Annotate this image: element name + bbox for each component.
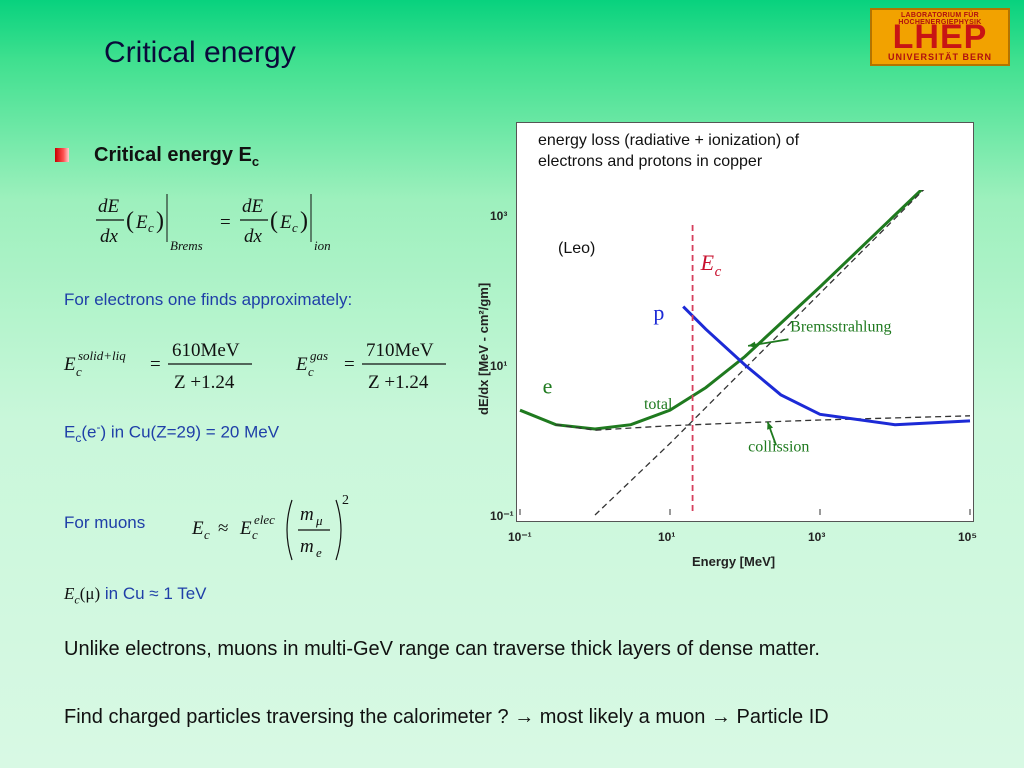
chart-frame [516, 122, 974, 522]
eq1-brems-sub: Brems [170, 238, 203, 253]
eq2-c-right: c [308, 364, 314, 379]
heading-sub: c [251, 154, 260, 169]
eq1-de-left: dE [98, 196, 120, 217]
ec-muon-cu-line: Ec(μ) in Cu ≈ 1 TeV [64, 584, 207, 607]
eq1-de-right: dE [242, 196, 264, 217]
label-proton: p [653, 300, 664, 325]
ecmu-c: c [74, 592, 80, 607]
eq1-c-right: c [292, 220, 298, 235]
eq2-den-left: Z +1.24 [174, 372, 235, 393]
eq1-ion-sub: ion [314, 238, 331, 253]
approx-text: For electrons one finds approximately: [64, 290, 353, 309]
paragraph-muons-traverse: Unlike electrons, muons in multi-GeV ran… [64, 638, 820, 660]
bullet-square-icon [55, 148, 69, 162]
eq3-den-e: e [316, 545, 322, 560]
eq3-num-m: m [300, 504, 314, 525]
ecmu-e: E [64, 584, 75, 603]
label-total: total [644, 396, 673, 413]
muons-label: For muons [64, 513, 146, 532]
eq3-e-right: E [239, 518, 252, 539]
chart-curves [519, 190, 971, 516]
eq2-sup-right: gas [310, 348, 328, 363]
logo-lab-text: LABORATORIUM FÜR HOCHENERGIEPHYSIK [898, 12, 982, 26]
energy-loss-chart: dE/dx [MeV - cm²/gm] Energy [MeV] 10⁻¹ 10… [476, 190, 977, 569]
eq3-num-mu: μ [315, 513, 323, 528]
eq2-num-right: 710MeV [366, 340, 434, 361]
arrow-bremsstrahlung-head [748, 341, 756, 348]
eq1-e-right: E [279, 212, 292, 233]
ecmu-rest: in Cu ≈ 1 TeV [100, 584, 207, 603]
series-line-collission [555, 415, 971, 431]
series-line-bremsstrahlung [594, 190, 925, 516]
svg-text:): ) [156, 208, 164, 234]
cu-c: c [75, 431, 82, 446]
lhep-logo: LABORATORIUM FÜR HOCHENERGIEPHYSIK LHEP … [870, 8, 1010, 66]
paragraph-particle-id: Find charged particles traversing the ca… [64, 706, 829, 728]
eq2-sup-left: solid+liq [78, 348, 126, 363]
series-line-p [682, 305, 971, 427]
page-title: Critical energy [104, 36, 296, 69]
label-collission: collission [748, 439, 809, 456]
equation-critical-energy-definition: dE dx ( E c ) Brems = dE dx ( E c ) ion [96, 194, 331, 253]
cu-rest: ) in Cu(Z=29) = 20 MeV [100, 422, 280, 442]
chart-source-annotation: (Leo) [558, 240, 596, 257]
cu-charge: (e [81, 422, 97, 442]
y-axis-label: dE/dx [MeV - cm²/gm] [476, 283, 491, 415]
label-electron: e [543, 373, 553, 398]
chart-title: energy loss (radiative + ionization) of … [538, 132, 800, 170]
eq2-den-right: Z +1.24 [368, 372, 429, 393]
heading-text: Critical energy E [94, 144, 252, 166]
logo-uni-text: UNIVERSITÄT BERN [887, 52, 992, 62]
eq1-equals: = [220, 212, 231, 233]
eq1-c-left: c [148, 220, 154, 235]
svg-text:(: ( [126, 208, 134, 234]
y-tick-label: 10³ [490, 209, 507, 223]
equation-muon-critical-energy: E c ≈ E c elec m μ m e 2 [191, 493, 349, 561]
eq3-c-right: c [252, 527, 258, 542]
eq1-e-left: E [135, 212, 148, 233]
eq1-dx-right: dx [244, 226, 263, 247]
cu-minus: - [96, 420, 101, 434]
eq3-c-left: c [204, 527, 210, 542]
eq2-e-right: E [295, 354, 308, 375]
eq2-e-left: E [63, 354, 76, 375]
eq2-equals-right: = [344, 354, 355, 375]
label-bremsstrahlung: Bremsstrahlung [790, 318, 891, 335]
eq3-approx: ≈ [218, 518, 228, 539]
x-tick-label: 10⁻¹ [508, 530, 532, 544]
eq3-elec: elec [254, 512, 275, 527]
eq2-c-left: c [76, 364, 82, 379]
y-tick-label: 10⁻¹ [490, 509, 514, 523]
y-tick-label: 10¹ [490, 359, 507, 373]
eq3-power: 2 [342, 493, 349, 508]
equation-critical-energy-approx: E c solid+liq = 610MeV Z +1.24 E c gas =… [63, 340, 446, 393]
series-line-total [519, 190, 924, 431]
eq3-den-m: m [300, 536, 314, 557]
section-heading: Critical energy Ec [94, 144, 259, 169]
x-tick-label: 10³ [808, 530, 825, 544]
eq2-num-left: 610MeV [172, 340, 240, 361]
eq1-dx-left: dx [100, 226, 119, 247]
logo-lhep-text: LHEP [892, 18, 988, 56]
chart-axes: dE/dx [MeV - cm²/gm] Energy [MeV] 10⁻¹ 10… [476, 209, 977, 569]
eq3-e-left: E [191, 518, 204, 539]
arrow-collission-head [767, 421, 774, 430]
svg-text:(: ( [270, 208, 278, 234]
x-tick-label: 10¹ [658, 530, 675, 544]
critical-energy-label: E [700, 250, 715, 275]
critical-energy-sub: c [715, 264, 722, 280]
svg-text:): ) [300, 208, 308, 234]
ec-electron-cu-line: Ec(e-) in Cu(Z=29) = 20 MeV [64, 420, 279, 445]
eq2-equals-left: = [150, 354, 161, 375]
ecmu-mu: (μ) [79, 584, 101, 603]
cu-e: E [64, 422, 76, 442]
x-axis-label: Energy [MeV] [692, 554, 775, 569]
x-tick-label: 10⁵ [958, 530, 977, 544]
